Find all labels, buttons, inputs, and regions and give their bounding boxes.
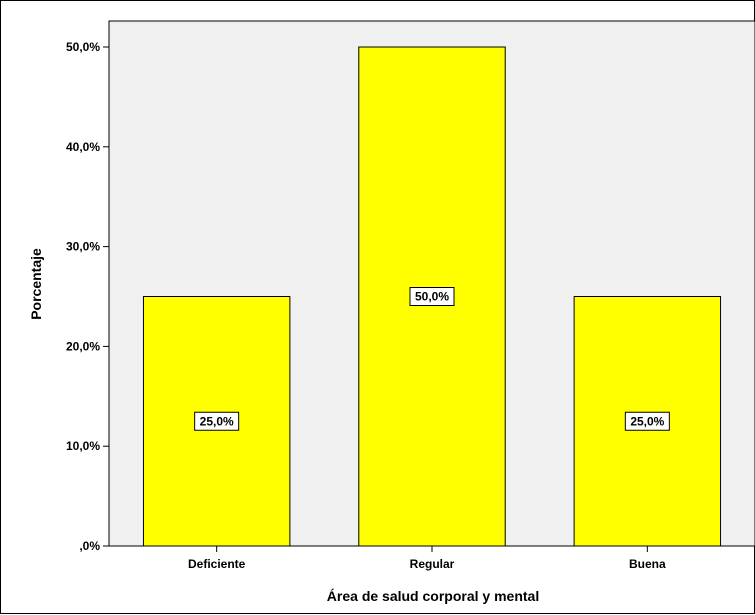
y-axis-title: Porcentaje: [28, 248, 44, 320]
x-axis-title: Área de salud corporal y mental: [327, 588, 539, 604]
y-tick-label: 10,0%: [66, 439, 100, 453]
data-label: 25,0%: [200, 414, 234, 428]
data-label: 50,0%: [415, 290, 449, 304]
data-label-box: [409, 287, 455, 306]
y-tick-label: 30,0%: [66, 240, 100, 254]
x-tick-label: Buena: [629, 557, 666, 571]
x-tick-label: Deficiente: [188, 557, 246, 571]
y-tick-label: ,0%: [79, 539, 100, 553]
data-label: 25,0%: [630, 414, 664, 428]
data-label-box: [624, 411, 670, 431]
data-label-box: [194, 411, 240, 431]
y-tick-label: 50,0%: [66, 40, 100, 54]
x-tick-label: Regular: [410, 557, 455, 571]
y-tick-label: 40,0%: [66, 140, 100, 154]
y-tick-label: 20,0%: [66, 339, 100, 353]
